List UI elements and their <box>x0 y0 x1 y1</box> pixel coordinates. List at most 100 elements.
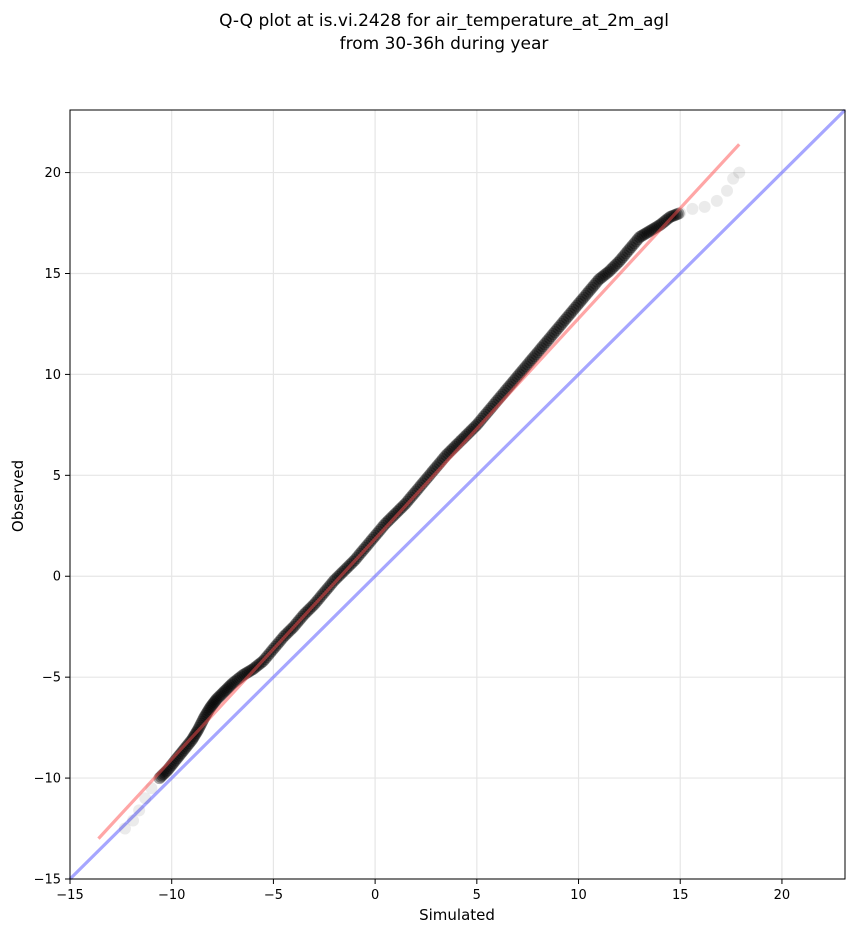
qq-point <box>408 487 421 500</box>
y-tick-label: 5 <box>53 469 61 484</box>
qq-point <box>195 717 208 730</box>
qq-point <box>382 514 395 527</box>
qq-point <box>662 212 675 225</box>
qq-point <box>601 266 614 279</box>
qq-point <box>623 243 636 256</box>
qq-point <box>686 202 699 215</box>
qq-point <box>616 251 629 264</box>
y-tick-label: 20 <box>44 166 61 181</box>
qq-point <box>139 792 152 805</box>
qq-point <box>628 237 641 250</box>
x-tick-label: 0 <box>371 888 379 903</box>
qq-point <box>599 268 612 281</box>
grid-lines <box>69 110 845 880</box>
qq-point <box>209 694 222 707</box>
qq-point <box>547 328 560 341</box>
qq-point <box>181 738 194 751</box>
qq-point <box>470 418 483 431</box>
y-tick-label: −10 <box>34 772 61 787</box>
qq-point <box>721 184 734 197</box>
qq-point <box>597 269 610 282</box>
y-tick-label: 15 <box>44 267 61 282</box>
qq-point <box>592 273 605 286</box>
qq-point <box>413 481 426 494</box>
chart-title-line-2: from 30-36h during year <box>340 34 549 54</box>
qq-point <box>221 682 234 695</box>
qq-point <box>518 362 531 375</box>
qq-point <box>530 348 543 361</box>
qq-point <box>550 324 563 337</box>
qq-point <box>528 350 541 363</box>
qq-point <box>118 822 131 835</box>
qq-point <box>611 257 624 270</box>
qq-point <box>608 260 621 273</box>
qq-point <box>230 674 243 687</box>
qq-point <box>202 704 215 717</box>
qq-point <box>183 737 196 750</box>
qq-point <box>582 285 595 298</box>
qq-point <box>545 330 558 343</box>
qq-point <box>328 574 341 587</box>
qq-point <box>184 735 197 748</box>
qq-point <box>733 166 746 179</box>
qq-point <box>555 317 568 330</box>
qq-point <box>133 804 146 817</box>
qq-point <box>575 293 588 306</box>
qq-point <box>218 685 231 698</box>
qq-point <box>384 512 397 525</box>
x-tick-label: −5 <box>264 888 283 903</box>
qq-point <box>243 665 256 678</box>
qq-point <box>391 505 404 518</box>
qq-point <box>636 229 649 242</box>
qq-point <box>219 683 232 696</box>
qq-point <box>579 289 592 302</box>
reference-line-group <box>68 108 847 881</box>
qq-point <box>587 279 600 292</box>
qq-point <box>586 281 599 294</box>
qq-point <box>572 297 585 310</box>
qq-point <box>584 283 597 296</box>
qq-point <box>558 313 571 326</box>
fit-line-group <box>97 143 741 840</box>
qq-point <box>606 262 619 275</box>
qq-point <box>370 527 383 540</box>
qq-point <box>245 664 258 677</box>
qq-point <box>222 681 235 694</box>
y-tick-label: 10 <box>44 368 61 383</box>
qq-point <box>523 356 536 369</box>
qq-point <box>208 696 221 709</box>
qq-point <box>638 228 651 241</box>
qq-point <box>210 693 223 706</box>
qq-point <box>727 172 740 185</box>
qq-point <box>411 483 424 496</box>
qq-point <box>374 523 387 536</box>
qq-point <box>672 207 685 220</box>
qq-point <box>613 255 626 268</box>
x-tick-label: 5 <box>473 888 481 903</box>
qq-point <box>630 235 643 248</box>
qq-point <box>621 245 634 258</box>
qq-point <box>540 336 553 349</box>
qq-point <box>224 679 237 692</box>
chart-title-line-1: Q-Q plot at is.vi.2428 for air_temperatu… <box>219 11 669 31</box>
qq-point <box>228 675 241 688</box>
qq-point <box>698 200 711 213</box>
qq-point <box>589 277 602 290</box>
qq-point <box>414 479 427 492</box>
qq-point <box>127 814 140 827</box>
qq-point <box>562 309 575 322</box>
qq-point <box>642 226 655 239</box>
qq-point <box>365 533 378 546</box>
qq-point <box>204 701 217 714</box>
qq-point <box>660 213 673 226</box>
y-axis-ticks: −15 −10 −5 0 5 10 15 20 <box>34 166 70 888</box>
qq-point <box>538 338 551 351</box>
qq-point <box>211 692 224 705</box>
qq-point <box>369 529 382 542</box>
qq-point <box>548 326 561 339</box>
qq-point <box>542 334 555 347</box>
qq-point <box>387 509 400 522</box>
qq-point <box>574 295 587 308</box>
qq-point <box>626 239 639 252</box>
